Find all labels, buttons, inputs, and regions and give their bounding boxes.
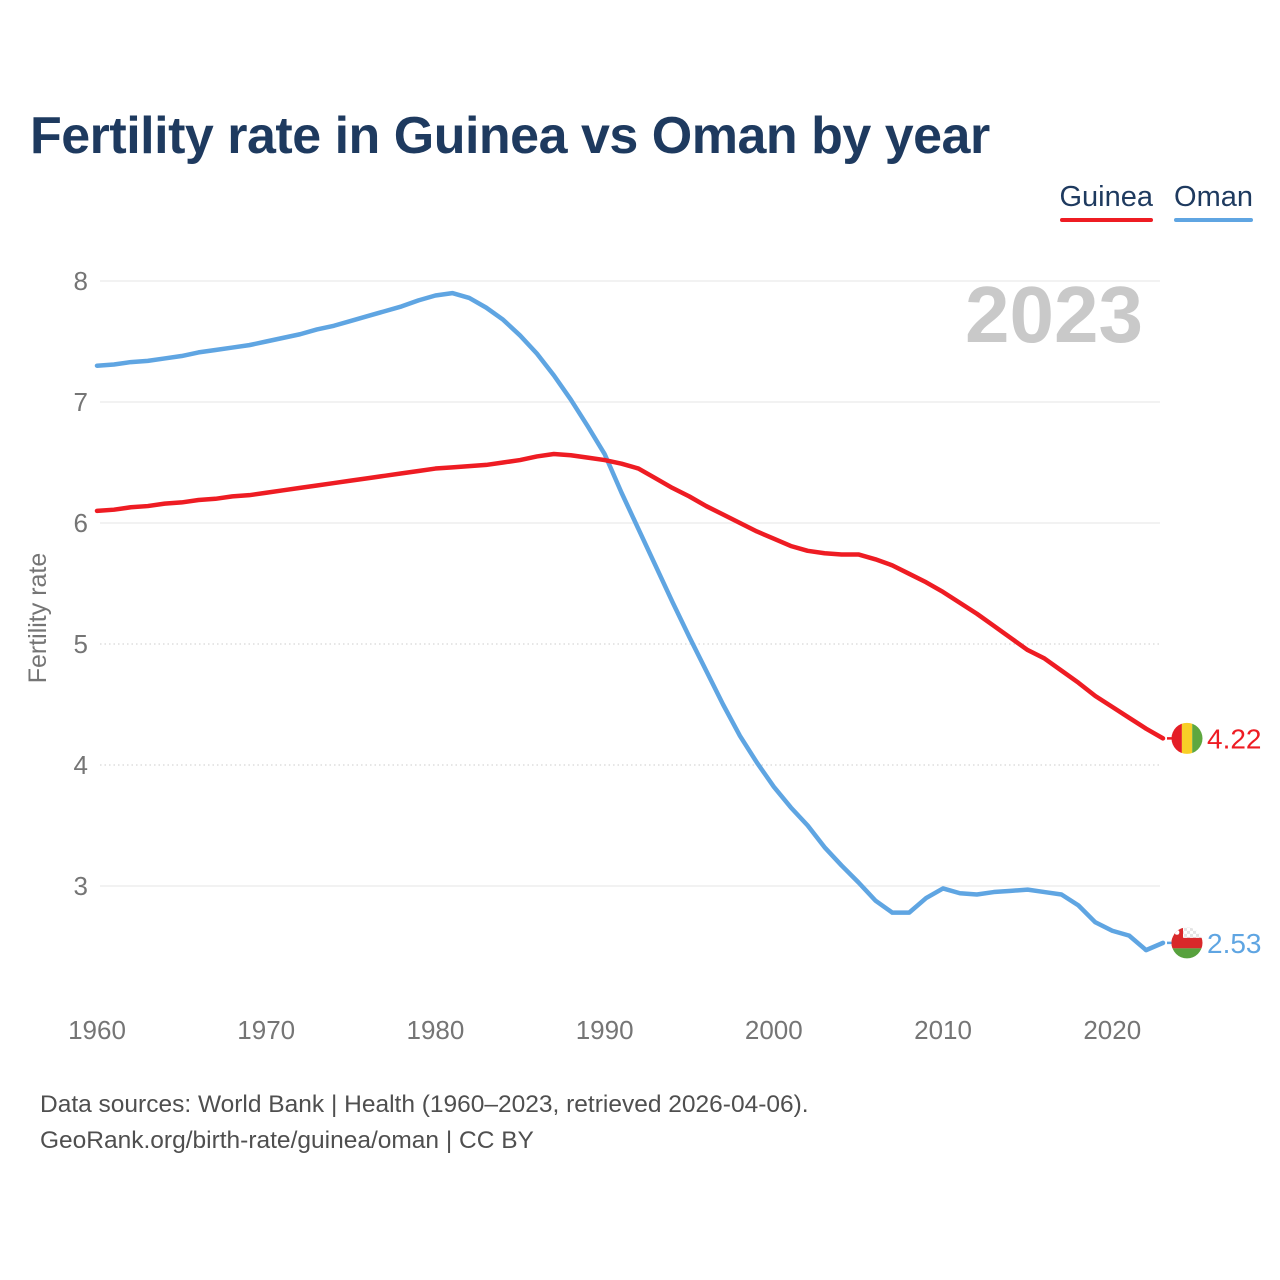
y-tick-8: 8	[74, 266, 88, 296]
legend-item-oman[interactable]: Oman	[1174, 183, 1253, 222]
oman-line[interactable]	[94, 290, 1166, 953]
y-tick-3: 3	[74, 871, 88, 901]
y-tick-5: 5	[74, 629, 88, 659]
y-axis-tick-labels: 3 4 5 6 7 8	[74, 266, 88, 901]
gridlines	[100, 280, 1160, 887]
x-tick-1970: 1970	[237, 1015, 295, 1045]
guinea-line[interactable]	[94, 451, 1166, 741]
footer: Data sources: World Bank | Health (1960–…	[40, 1087, 809, 1159]
oman-flag-icon	[1171, 927, 1203, 959]
page-title: Fertility rate in Guinea vs Oman by year	[30, 107, 990, 165]
x-tick-1980: 1980	[406, 1015, 464, 1045]
x-tick-1960: 1960	[68, 1015, 126, 1045]
footer-data-sources: Data sources: World Bank | Health (1960–…	[40, 1091, 809, 1118]
legend-label-oman: Oman	[1174, 181, 1253, 213]
y-tick-7: 7	[74, 387, 88, 417]
legend-underline-guinea	[1059, 218, 1154, 222]
x-tick-1990: 1990	[576, 1015, 634, 1045]
watermark-year: 2023	[965, 270, 1143, 359]
guinea-flag-icon	[1171, 722, 1203, 754]
y-tick-6: 6	[74, 508, 88, 538]
footer-attribution-link[interactable]: GeoRank.org/birth-rate/guinea/oman | CC …	[40, 1127, 534, 1154]
y-axis-title: Fertility rate	[24, 553, 52, 684]
legend-item-guinea[interactable]: Guinea	[1059, 181, 1154, 222]
legend-label-guinea: Guinea	[1059, 181, 1154, 213]
y-tick-4: 4	[74, 750, 88, 780]
legend: Guinea Oman	[1059, 181, 1253, 222]
guinea-end-value: 4.22	[1207, 723, 1262, 754]
x-tick-2020: 2020	[1083, 1015, 1141, 1045]
legend-underline-oman	[1174, 218, 1253, 222]
x-tick-2010: 2010	[914, 1015, 972, 1045]
oman-end-value: 2.53	[1207, 928, 1262, 959]
x-axis-tick-labels: 1960 1970 1980 1990 2000 2010 2020	[68, 1015, 1141, 1045]
x-tick-2000: 2000	[745, 1015, 803, 1045]
